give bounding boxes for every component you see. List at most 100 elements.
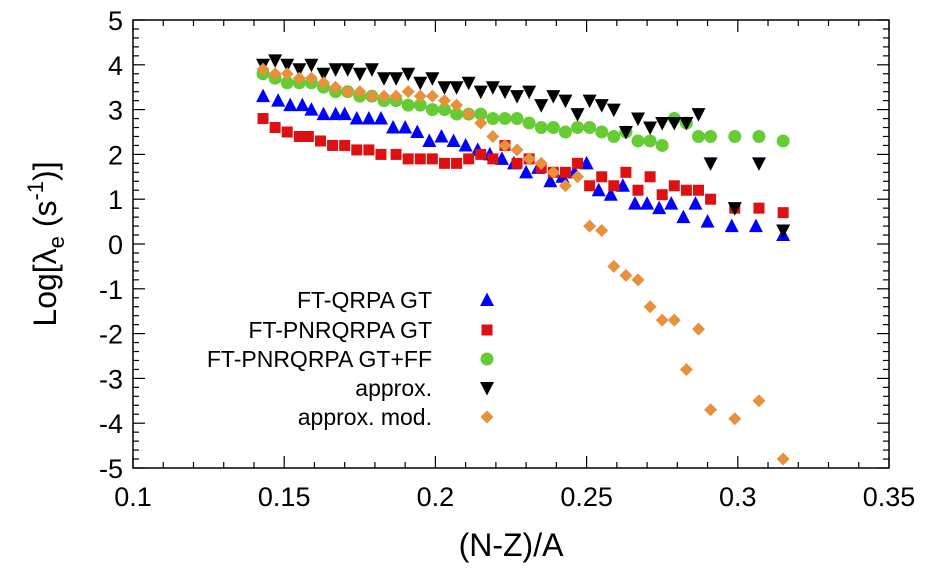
- data-point: [363, 144, 375, 156]
- data-point: [361, 111, 376, 125]
- data-point: [327, 139, 339, 151]
- data-point: [558, 125, 572, 139]
- data-point: [511, 157, 523, 169]
- data-point: [583, 121, 597, 135]
- data-point: [450, 98, 464, 112]
- data-point: [365, 89, 379, 103]
- data-point: [522, 116, 536, 130]
- data-point: [603, 187, 618, 201]
- data-point: [351, 144, 363, 156]
- x-tick-label-0p25: 0.25: [560, 482, 613, 512]
- data-point: [498, 138, 512, 152]
- data-point: [703, 157, 718, 171]
- data-point: [608, 180, 620, 192]
- data-point: [656, 189, 668, 201]
- data-point: [667, 117, 682, 131]
- data-point: [474, 116, 488, 130]
- data-point: [753, 202, 765, 214]
- data-point: [461, 76, 476, 91]
- data-point: [292, 71, 306, 85]
- data-point: [751, 157, 766, 171]
- data-point: [485, 81, 500, 95]
- data-point: [691, 108, 706, 122]
- data-point: [591, 182, 606, 197]
- data-point: [349, 111, 364, 125]
- data-point: [462, 107, 476, 121]
- data-point: [486, 129, 500, 143]
- data-point: [615, 178, 630, 192]
- data-point: [425, 72, 440, 86]
- data-point: [487, 153, 499, 165]
- data-point: [704, 129, 718, 143]
- data-point: [534, 99, 549, 113]
- data-point: [680, 184, 692, 196]
- data-point: [434, 128, 449, 143]
- series-approxp: [256, 54, 791, 239]
- data-point: [473, 85, 488, 100]
- data-point: [413, 98, 427, 112]
- data-point: [256, 88, 271, 103]
- data-point: [668, 180, 680, 192]
- data-point: [422, 133, 437, 147]
- data-point: [437, 103, 451, 117]
- data-point: [519, 164, 534, 179]
- data-point: [373, 111, 388, 125]
- data-point: [446, 133, 461, 147]
- data-point: [329, 80, 343, 94]
- y-tick-label-m1: -1: [99, 275, 123, 305]
- data-point: [293, 130, 305, 142]
- data-point: [283, 97, 298, 112]
- legend-marker-0: [480, 292, 494, 306]
- data-point: [752, 129, 766, 143]
- data-point: [618, 126, 633, 140]
- data-point: [728, 412, 742, 426]
- data-point: [607, 259, 621, 273]
- data-point: [389, 72, 404, 86]
- legend-marker-4: [480, 410, 494, 424]
- data-point: [595, 125, 609, 139]
- y-tick-label-0: 0: [108, 230, 123, 260]
- data-point: [664, 196, 679, 210]
- data-point: [398, 120, 413, 134]
- y-tick-label-1: 1: [108, 185, 123, 215]
- y-tick-label-m2: -2: [99, 320, 123, 350]
- data-point: [691, 322, 705, 336]
- x-tick-label-0p35: 0.35: [863, 482, 916, 512]
- data-point: [705, 193, 717, 205]
- series-approxp-modp: [256, 62, 790, 466]
- data-point: [353, 85, 367, 99]
- data-point: [546, 121, 560, 135]
- data-point: [498, 112, 512, 126]
- data-point: [510, 90, 525, 104]
- axis-ticks: [132, 19, 890, 469]
- data-point: [727, 202, 742, 216]
- data-point: [776, 224, 791, 239]
- data-point: [268, 54, 283, 68]
- data-point: [486, 112, 500, 126]
- data-point: [269, 122, 281, 134]
- data-point: [328, 106, 343, 121]
- data-point: [594, 99, 609, 113]
- data-point: [413, 89, 427, 103]
- data-point: [401, 85, 415, 99]
- data-point: [494, 151, 509, 165]
- series-ftmqrpa-gt: [256, 88, 791, 242]
- data-point: [402, 153, 414, 165]
- data-point: [280, 58, 295, 73]
- data-point: [583, 219, 597, 233]
- data-point: [584, 180, 596, 192]
- data-point: [728, 129, 742, 143]
- x-tick-label-0p3: 0.3: [719, 482, 757, 512]
- data-point: [450, 107, 464, 121]
- data-point: [425, 89, 439, 103]
- data-points: [256, 54, 791, 466]
- data-point: [776, 134, 790, 148]
- y-tick-label-3: 3: [108, 96, 123, 126]
- data-point: [558, 94, 573, 109]
- data-point: [559, 166, 571, 178]
- data-point: [752, 394, 766, 408]
- y-tick-label-5: 5: [108, 6, 123, 36]
- data-point: [534, 156, 548, 170]
- data-point: [572, 157, 584, 169]
- data-point: [691, 129, 705, 143]
